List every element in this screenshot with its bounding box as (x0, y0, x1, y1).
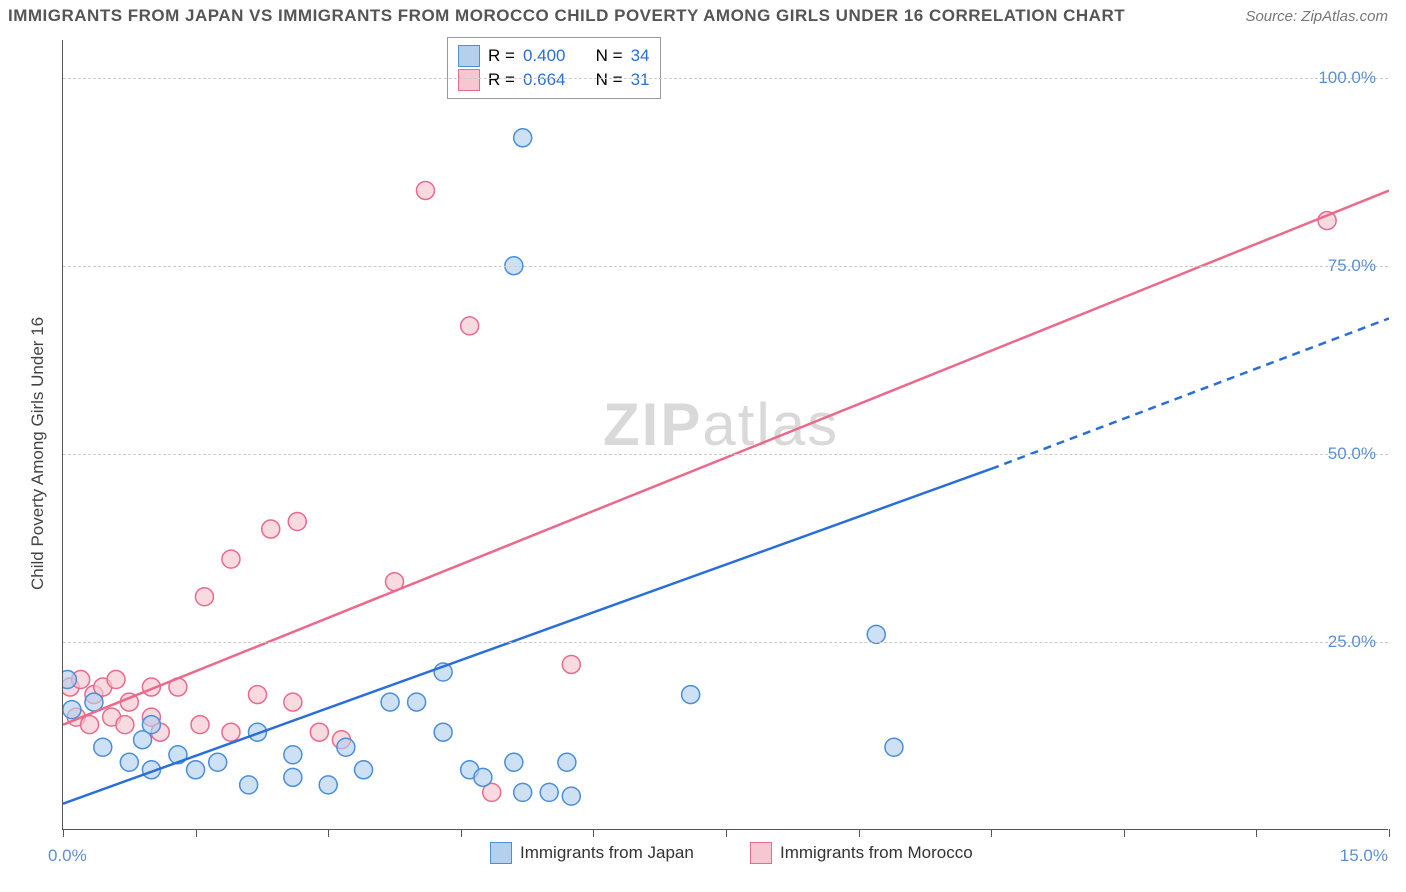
data-point (562, 655, 580, 673)
trend-line (63, 469, 991, 804)
y-tick-label: 25.0% (1328, 632, 1376, 652)
x-tick (63, 829, 64, 837)
data-point (284, 768, 302, 786)
data-point (381, 693, 399, 711)
legend-bottom-morocco: Immigrants from Morocco (750, 842, 973, 864)
data-point (461, 317, 479, 335)
data-point (319, 776, 337, 794)
legend-swatch-japan-bottom (490, 842, 512, 864)
x-tick (1124, 829, 1125, 837)
y-tick-label: 75.0% (1328, 256, 1376, 276)
data-point (107, 671, 125, 689)
data-point (558, 753, 576, 771)
y-tick-label: 100.0% (1318, 68, 1376, 88)
data-point (284, 693, 302, 711)
data-point (540, 783, 558, 801)
data-point (562, 787, 580, 805)
chart-title: IMMIGRANTS FROM JAPAN VS IMMIGRANTS FROM… (8, 6, 1125, 26)
data-point (222, 550, 240, 568)
data-point (867, 625, 885, 643)
data-point (310, 723, 328, 741)
data-point (682, 686, 700, 704)
data-point (284, 746, 302, 764)
x-tick (991, 829, 992, 837)
data-point (187, 761, 205, 779)
y-tick-label: 50.0% (1328, 444, 1376, 464)
data-point (337, 738, 355, 756)
gridline-h (63, 642, 1388, 643)
data-point (191, 716, 209, 734)
source-label: Source: ZipAtlas.com (1245, 8, 1388, 25)
data-point (408, 693, 426, 711)
x-tick (1389, 829, 1390, 837)
x-tick (726, 829, 727, 837)
data-point (514, 129, 532, 147)
legend-morocco-n: 31 (631, 68, 650, 92)
data-point (248, 686, 266, 704)
x-tick (328, 829, 329, 837)
data-point (142, 716, 160, 734)
x-tick (196, 829, 197, 837)
data-point (94, 738, 112, 756)
data-point (355, 761, 373, 779)
data-point (434, 723, 452, 741)
data-point (416, 181, 434, 199)
gridline-h (63, 78, 1388, 79)
legend-row-japan: R = 0.400 N = 34 (458, 44, 650, 68)
chart-container: IMMIGRANTS FROM JAPAN VS IMMIGRANTS FROM… (0, 0, 1406, 892)
trend-line (63, 190, 1389, 724)
data-point (81, 716, 99, 734)
data-point (262, 520, 280, 538)
legend-morocco-label: Immigrants from Morocco (780, 843, 973, 863)
data-point (116, 716, 134, 734)
legend-top: R = 0.400 N = 34 R = 0.664 N = 31 (447, 37, 661, 99)
x-tick (1256, 829, 1257, 837)
data-point (63, 701, 81, 719)
x-tick (859, 829, 860, 837)
x-tick (461, 829, 462, 837)
legend-r-label-2: R = (488, 68, 515, 92)
legend-swatch-morocco (458, 69, 480, 91)
legend-n-label: N = (596, 44, 623, 68)
data-point (505, 753, 523, 771)
legend-japan-label: Immigrants from Japan (520, 843, 694, 863)
legend-swatch-morocco-bottom (750, 842, 772, 864)
data-point (885, 738, 903, 756)
data-point (222, 723, 240, 741)
legend-row-morocco: R = 0.664 N = 31 (458, 68, 650, 92)
gridline-h (63, 454, 1388, 455)
y-axis-title: Child Poverty Among Girls Under 16 (28, 317, 48, 590)
gridline-h (63, 266, 1388, 267)
legend-r-label: R = (488, 44, 515, 68)
plot-svg (63, 40, 1389, 830)
data-point (240, 776, 258, 794)
data-point (209, 753, 227, 771)
legend-swatch-japan (458, 45, 480, 67)
data-point (514, 783, 532, 801)
legend-bottom-japan: Immigrants from Japan (490, 842, 694, 864)
x-min-label: 0.0% (48, 846, 87, 866)
x-tick (593, 829, 594, 837)
plot-area: ZIPatlas R = 0.400 N = 34 R = 0.664 N = … (62, 40, 1388, 830)
legend-japan-r: 0.400 (523, 44, 566, 68)
data-point (288, 513, 306, 531)
legend-n-label-2: N = (596, 68, 623, 92)
data-point (195, 588, 213, 606)
legend-japan-n: 34 (631, 44, 650, 68)
legend-morocco-r: 0.664 (523, 68, 566, 92)
data-point (120, 753, 138, 771)
data-point (474, 768, 492, 786)
x-max-label: 15.0% (1340, 846, 1388, 866)
data-point (63, 671, 76, 689)
